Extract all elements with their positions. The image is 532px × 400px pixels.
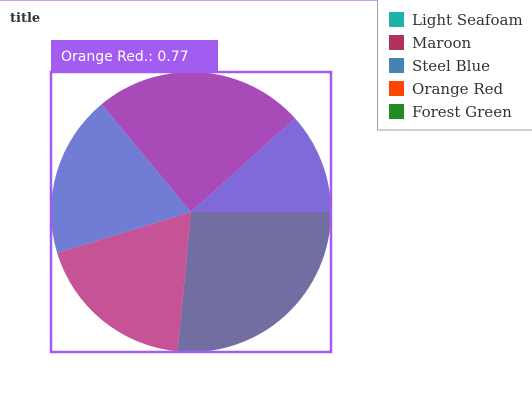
pie-slice-steel-blue[interactable] — [191, 118, 331, 212]
legend-swatch-steel-blue — [389, 58, 404, 73]
legend-swatch-maroon — [389, 35, 404, 50]
highlight-box — [49, 70, 333, 354]
legend-swatch-light-seafoam — [389, 12, 404, 27]
pie-slice-orange-red[interactable] — [57, 212, 191, 352]
pie-slices — [51, 72, 331, 353]
pie-slice-maroon[interactable] — [101, 72, 295, 212]
legend-label-light-seafoam: Light Seafoam — [412, 11, 523, 29]
legend-swatch-forest-green — [389, 104, 404, 119]
pie-slice-forest-green[interactable] — [177, 212, 331, 353]
tooltip-label: Orange Red.: 0.77 — [61, 49, 189, 65]
legend-label-forest-green: Forest Green — [412, 103, 512, 121]
legend-label-steel-blue: Steel Blue — [412, 57, 490, 75]
highlight-overlay — [49, 70, 333, 354]
tooltip: Orange Red.: 0.77 — [51, 40, 218, 71]
tooltip-box — [51, 40, 218, 71]
legend-label-orange-red: Orange Red — [412, 80, 503, 98]
pie-slice-light-seafoam[interactable] — [51, 104, 192, 254]
legend-swatch-orange-red — [389, 81, 404, 96]
legend: Light Seafoam Maroon Steel Blue Orange Red F… — [389, 11, 523, 121]
chart-title: title — [10, 11, 40, 26]
legend-label-maroon: Maroon — [412, 34, 472, 52]
